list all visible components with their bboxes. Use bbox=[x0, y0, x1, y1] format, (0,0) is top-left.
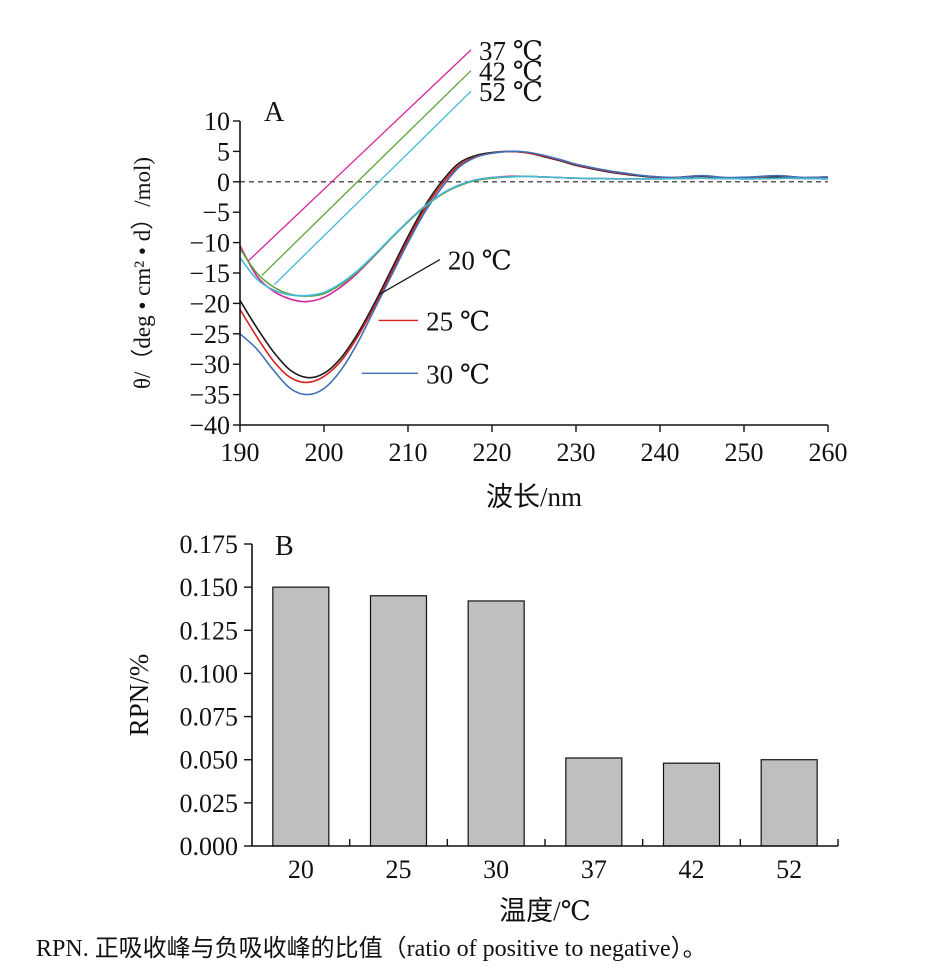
x-tick-label: 240 bbox=[641, 438, 680, 467]
x-axis-ticks: 20 25 30 37 42 52 bbox=[288, 839, 839, 884]
callout-line-52C bbox=[273, 90, 472, 286]
y-tick-label: 0.000 bbox=[180, 832, 239, 861]
y-tick-label: 0.125 bbox=[180, 616, 239, 645]
x-tick-label: 25 bbox=[386, 855, 412, 884]
y-tick-label: −35 bbox=[189, 381, 230, 410]
y-tick-label: −5 bbox=[202, 198, 230, 227]
bar-52C bbox=[760, 759, 818, 847]
x-tick-label: 250 bbox=[725, 438, 764, 467]
y-tick-label: −10 bbox=[189, 229, 230, 258]
figure-caption: RPN. 正吸收峰与负吸收峰的比值（ratio of positive to n… bbox=[36, 936, 707, 962]
bars bbox=[272, 586, 818, 847]
y-tick-label: 10 bbox=[204, 107, 230, 136]
x-tick-label: 37 bbox=[581, 855, 607, 884]
y-tick-label: 0.075 bbox=[180, 703, 239, 732]
x-axis-ticks: 190 200 210 220 230 240 250 260 bbox=[221, 425, 848, 467]
y-tick-label: 0 bbox=[217, 168, 230, 197]
chart-a: 37 ℃42 ℃52 ℃ 20 ℃ 25 ℃ 30 ℃ 1050−5−10−15−20… bbox=[130, 36, 848, 512]
y-tick-label: 5 bbox=[217, 137, 230, 166]
callout-label-52C: 52 ℃ bbox=[479, 77, 543, 107]
bar-20C bbox=[272, 586, 330, 847]
y-tick-label: 0.025 bbox=[180, 789, 239, 818]
x-tick-label: 30 bbox=[483, 855, 509, 884]
y-tick-label: 0.175 bbox=[180, 530, 239, 559]
y-tick-label: 0.150 bbox=[180, 573, 239, 602]
y-tick-label: −30 bbox=[189, 350, 230, 379]
x-tick-label: 190 bbox=[221, 438, 260, 467]
bar-42C bbox=[662, 762, 721, 847]
bar-30C bbox=[467, 600, 525, 847]
series-line-37C bbox=[239, 175, 829, 303]
x-axis-title: 温度/℃ bbox=[499, 896, 591, 926]
x-axis-title: 波长/nm bbox=[486, 482, 582, 512]
callout-label-42C: 42 ℃ bbox=[479, 57, 543, 87]
y-tick-label: 0.100 bbox=[180, 659, 239, 688]
y-axis-ticks: 0.175 0.150 0.125 0.100 0.075 0.050 0.025 0.000 bbox=[180, 530, 252, 861]
x-tick-label: 210 bbox=[389, 438, 428, 467]
chart-b: 0.175 0.150 0.125 0.100 0.075 0.050 0.025 0.000… bbox=[124, 530, 839, 926]
series-line-42C bbox=[239, 175, 829, 297]
series-lines bbox=[239, 150, 829, 396]
y-axis-title: RPN/% bbox=[124, 654, 154, 737]
bar-25C bbox=[369, 595, 428, 847]
y-tick-label: −20 bbox=[189, 289, 230, 318]
y-tick-label: −15 bbox=[189, 259, 230, 288]
x-tick-label: 52 bbox=[776, 855, 802, 884]
callout-label-20C: 20 ℃ bbox=[448, 246, 512, 276]
x-tick-label: 42 bbox=[679, 855, 705, 884]
callout-line-37C bbox=[247, 49, 472, 262]
y-tick-label: −40 bbox=[189, 411, 230, 440]
callout-line-42C bbox=[261, 70, 472, 276]
callout-label-37C: 37 ℃ bbox=[479, 36, 543, 66]
callout-line-20C bbox=[378, 259, 441, 296]
series-line-52C bbox=[239, 175, 829, 297]
callout-label-25C: 25 ℃ bbox=[426, 306, 490, 336]
x-tick-label: 20 bbox=[288, 855, 314, 884]
x-tick-label: 220 bbox=[473, 438, 512, 467]
bar-37C bbox=[565, 757, 623, 847]
series-callouts: 37 ℃42 ℃52 ℃ 20 ℃ 25 ℃ 30 ℃ bbox=[247, 36, 543, 389]
panel-label-b: B bbox=[275, 531, 294, 562]
y-tick-label: 0.050 bbox=[180, 746, 239, 775]
x-tick-label: 200 bbox=[305, 438, 344, 467]
x-tick-label: 230 bbox=[557, 438, 596, 467]
callout-label-30C: 30 ℃ bbox=[426, 359, 490, 389]
series-line-30C bbox=[239, 150, 829, 396]
y-axis-title: θ/（deg • cm² • d）/mol) bbox=[130, 157, 155, 389]
x-tick-label: 260 bbox=[809, 438, 848, 467]
panel-label-a: A bbox=[264, 97, 285, 128]
y-tick-label: −25 bbox=[189, 320, 230, 349]
